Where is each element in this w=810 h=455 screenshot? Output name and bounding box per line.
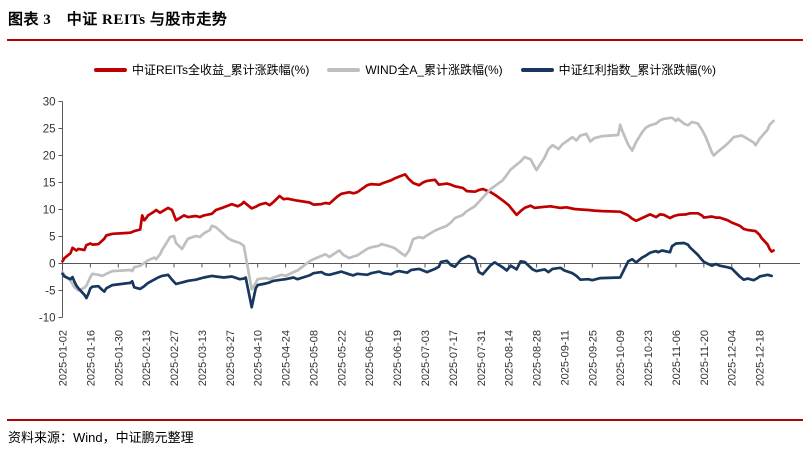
y-tick-label: 15 — [43, 178, 56, 190]
chart-legend: 中证REITs全收益_累计涨跌幅(%) WIND全A_累计涨跌幅(%) 中证红利指数… — [0, 61, 810, 78]
x-tick-label: 2025-07-17 — [448, 330, 460, 386]
x-tick-label: 2025-01-16 — [85, 330, 97, 386]
x-tick-label: 2025-01-30 — [113, 330, 125, 386]
x-tick-label: 2025-07-03 — [420, 330, 432, 386]
y-tick-label: 5 — [49, 232, 55, 244]
x-tick-label: 2025-08-28 — [532, 330, 544, 386]
series-line-2 — [61, 241, 773, 309]
x-tick-label: 2025-04-24 — [281, 330, 293, 386]
x-tick-label: 2025-01-02 — [58, 330, 70, 386]
legend-item: WIND全A_累计涨跌幅(%) — [327, 61, 503, 78]
series-line-0 — [61, 173, 775, 263]
x-tick-label: 2025-09-25 — [587, 330, 599, 386]
footer-divider-rule — [7, 419, 803, 421]
x-tick-label: 2025-11-20 — [699, 330, 711, 385]
x-tick-label: 2025-07-31 — [476, 330, 488, 386]
figure-title: 图表 3 中证 REITs 与股市走势 — [8, 12, 228, 28]
legend-label: WIND全A_累计涨跌幅(%) — [365, 63, 503, 77]
y-tick-label: 20 — [43, 151, 56, 163]
legend-line-swatch — [520, 67, 554, 72]
x-tick-label: 2025-08-14 — [504, 330, 516, 386]
x-tick-label: 2025-05-08 — [308, 330, 320, 386]
legend-item: 中证REITs全收益_累计涨跌幅(%) — [93, 61, 310, 78]
x-tick-label: 2025-03-27 — [225, 330, 237, 386]
y-tick-label: 0 — [49, 259, 55, 271]
y-tick-label: 10 — [43, 205, 56, 217]
x-tick-label: 2025-12-18 — [755, 330, 767, 386]
x-tick-label: 2025-10-23 — [643, 330, 655, 386]
legend-label: 中证红利指数_累计涨跌幅(%) — [558, 63, 717, 77]
x-tick-label: 2025-12-04 — [727, 330, 739, 386]
x-tick-label: 2025-06-19 — [392, 330, 404, 386]
source-note: 资料来源：Wind，中证鹏元整理 — [8, 430, 194, 445]
legend-line-swatch — [327, 67, 361, 72]
series-line-1 — [61, 116, 775, 292]
x-tick-label: 2025-11-06 — [671, 330, 683, 385]
x-tick-label: 2025-05-22 — [336, 330, 348, 386]
x-tick-label: 2025-06-05 — [364, 330, 376, 386]
x-tick-label: 2025-02-13 — [141, 330, 153, 386]
x-tick-label: 2025-02-27 — [169, 330, 181, 386]
legend-label: 中证REITs全收益_累计涨跌幅(%) — [131, 63, 310, 77]
x-tick-label: 2025-04-10 — [253, 330, 265, 386]
legend-item: 中证红利指数_累计涨跌幅(%) — [520, 61, 717, 78]
x-tick-label: 2025-10-09 — [615, 330, 627, 386]
x-tick-label: 2025-03-13 — [197, 330, 209, 386]
title-divider-rule — [7, 39, 803, 41]
y-tick-label: -10 — [39, 313, 56, 325]
y-tick-label: -5 — [45, 286, 55, 298]
y-tick-label: 25 — [43, 124, 56, 136]
legend-line-swatch — [93, 67, 127, 72]
y-tick-label: 30 — [43, 97, 56, 109]
x-tick-label: 2025-09-11 — [559, 330, 571, 385]
